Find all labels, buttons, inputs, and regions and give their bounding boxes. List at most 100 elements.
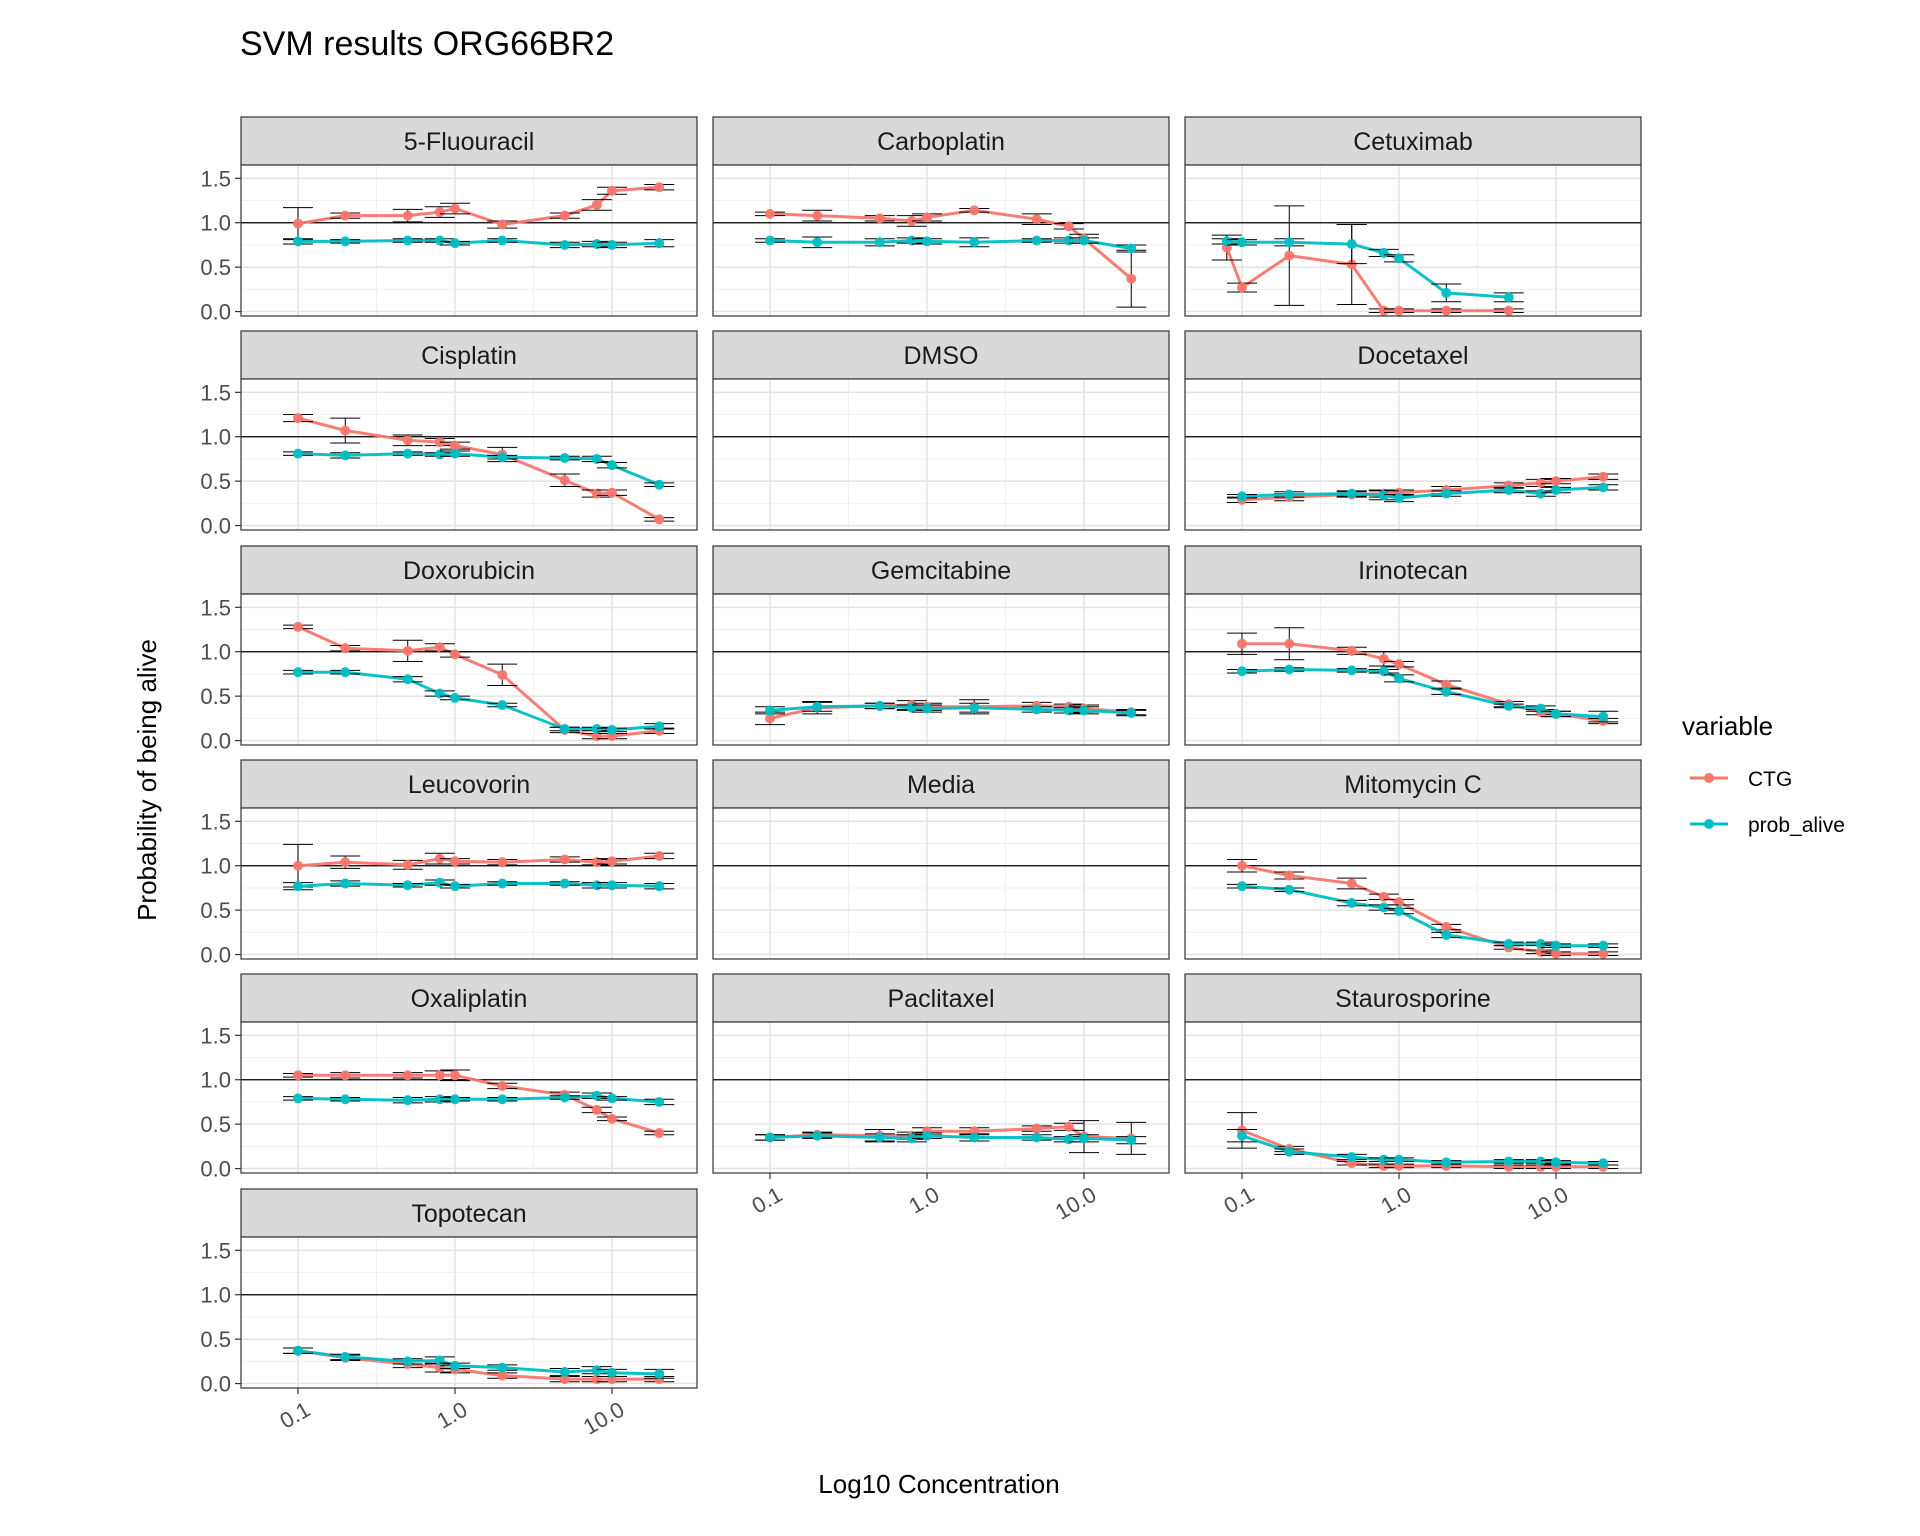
data-point-prob-alive xyxy=(1394,673,1404,684)
series-line-ctg xyxy=(297,1349,660,1381)
y-tick-label: 0.5 xyxy=(200,898,231,923)
legend-item-prob-alive: prob_alive xyxy=(1690,814,1845,837)
facet-oxaliplatin: Oxaliplatin 0.0 0.5 1.0 1.5 xyxy=(200,973,698,1182)
data-point-prob-alive xyxy=(654,238,665,249)
series-line-ctg xyxy=(297,625,660,738)
data-point-ctg xyxy=(1441,922,1452,933)
data-point-prob-alive xyxy=(1063,235,1074,246)
data-point-prob-alive xyxy=(922,1130,932,1141)
data-point-ctg xyxy=(434,207,445,218)
data-point-prob-alive xyxy=(1237,881,1247,892)
data-point-ctg xyxy=(434,1070,445,1081)
series-line-ctg xyxy=(1225,247,1509,313)
data-point-prob-alive xyxy=(591,880,602,891)
facet-staurosporine: Staurosporine 0.1 1.0 10.0 xyxy=(1184,973,1642,1225)
data-point-prob-alive xyxy=(654,721,665,732)
data-point-prob-alive xyxy=(293,1345,303,1356)
data-point-prob-alive xyxy=(1031,704,1042,715)
data-point-prob-alive xyxy=(812,701,823,712)
panel-background xyxy=(1185,1022,1641,1173)
panel-background xyxy=(1185,379,1641,530)
data-point-prob-alive xyxy=(340,236,351,247)
data-point-ctg xyxy=(591,1104,602,1115)
data-point-prob-alive xyxy=(703,876,713,886)
data-point-prob-alive xyxy=(765,705,775,716)
data-point-prob-alive xyxy=(591,1090,602,1101)
data-point-prob-alive xyxy=(340,667,351,678)
data-point-prob-alive xyxy=(1346,488,1357,499)
panel-border xyxy=(240,593,698,746)
y-tick-label: 0.5 xyxy=(200,469,231,494)
data-point-ctg xyxy=(1378,653,1389,664)
data-point-ctg xyxy=(1441,679,1452,690)
data-point-prob-alive xyxy=(559,453,570,464)
data-point-prob-alive xyxy=(591,1365,602,1376)
data-point-ctg xyxy=(559,475,570,486)
data-point-prob-alive xyxy=(340,1351,351,1362)
data-point-ctg xyxy=(293,218,303,229)
data-point-ctg xyxy=(703,861,713,871)
data-point-ctg xyxy=(293,860,303,871)
data-point-prob-alive xyxy=(1551,940,1561,951)
data-point-prob-alive xyxy=(1126,708,1137,719)
series-line-prob-alive xyxy=(769,1134,1132,1142)
x-tick-label: 1.0 xyxy=(433,1397,472,1434)
data-point-prob-alive xyxy=(812,1130,823,1141)
data-point-prob-alive xyxy=(559,239,570,250)
data-point-prob-alive xyxy=(1441,1157,1452,1168)
data-point-prob-alive xyxy=(1503,292,1514,303)
data-point-prob-alive xyxy=(450,1360,460,1371)
data-point-ctg xyxy=(402,210,413,221)
data-point-ctg xyxy=(450,649,460,660)
facets: 5-Fluouracil 0.0 0.5 1.0 1.5 Carboplatin Cetux… xyxy=(200,116,1642,1440)
data-point-prob-alive xyxy=(434,877,445,888)
facet-label: Carboplatin xyxy=(877,128,1005,156)
chart-title: SVM results ORG66BR2 xyxy=(240,25,614,63)
data-point-ctg xyxy=(1551,948,1561,959)
data-point-ctg xyxy=(1394,897,1404,908)
data-point-prob-alive xyxy=(434,235,445,246)
data-point-prob-alive xyxy=(654,479,665,490)
data-point-ctg xyxy=(607,185,617,196)
data-point-prob-alive xyxy=(497,700,508,711)
data-point-prob-alive xyxy=(922,236,932,247)
panel-border xyxy=(240,1236,698,1389)
data-point-ctg xyxy=(1031,1123,1042,1134)
data-point-prob-alive xyxy=(1441,488,1452,499)
panel-data xyxy=(755,1120,1147,1155)
series-line-ctg xyxy=(769,208,1133,280)
data-point-prob-alive xyxy=(1063,1134,1074,1145)
data-point-prob-alive xyxy=(591,724,602,735)
facet-label: Cisplatin xyxy=(421,342,517,370)
data-point-ctg xyxy=(1346,259,1357,270)
data-point-prob-alive xyxy=(607,239,617,250)
y-tick-label: 0.0 xyxy=(200,300,231,325)
data-point-prob-alive xyxy=(1598,940,1609,951)
panel-data xyxy=(283,182,675,250)
facet-label: Mitomycin C xyxy=(1344,771,1482,799)
panel-data xyxy=(1211,205,1524,316)
data-point-ctg xyxy=(1284,638,1295,649)
panel-data xyxy=(1227,627,1619,727)
data-point-ctg xyxy=(340,210,351,221)
y-tick-label: 1.5 xyxy=(200,380,231,405)
data-point-prob-alive xyxy=(1079,1133,1089,1144)
panel-background xyxy=(713,1022,1169,1173)
facet-cisplatin: Cisplatin 0.0 0.5 1.0 1.5 xyxy=(200,330,698,539)
data-point-prob-alive xyxy=(1031,1132,1042,1143)
data-point-ctg xyxy=(559,210,570,221)
panel-background xyxy=(241,594,697,745)
facet-label: Cetuximab xyxy=(1353,128,1473,156)
panel-background xyxy=(713,594,1169,745)
data-point-prob-alive xyxy=(1346,665,1357,676)
facet-strip xyxy=(240,1188,698,1238)
data-point-prob-alive xyxy=(402,1095,413,1106)
data-point-prob-alive xyxy=(922,703,932,714)
data-point-prob-alive xyxy=(1598,711,1609,722)
facet-carboplatin: Carboplatin xyxy=(712,116,1170,317)
facet-label: Media xyxy=(907,771,975,799)
panel-border xyxy=(240,807,698,960)
data-point-prob-alive xyxy=(1503,1156,1514,1167)
data-point-ctg xyxy=(874,213,885,224)
legend-label: prob_alive xyxy=(1748,814,1845,837)
